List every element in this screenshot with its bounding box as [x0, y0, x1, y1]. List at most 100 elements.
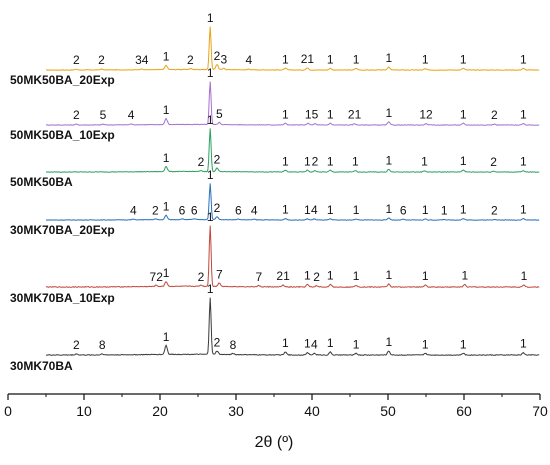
peak-label: 1 — [353, 269, 360, 283]
peak-label: 1 — [353, 337, 360, 351]
peak-label: 1 — [207, 210, 214, 224]
peak-label: 2 — [214, 153, 221, 167]
peak-label: 2 — [198, 155, 205, 169]
peak-label: 2 — [98, 53, 105, 67]
peak-label: 2 — [491, 203, 498, 217]
peak-label: 1 — [520, 337, 527, 351]
xrd-traces — [45, 26, 540, 356]
peak-label: 4 — [251, 203, 258, 217]
peak-label: 1 — [520, 108, 527, 122]
x-tick-label: 70 — [532, 403, 548, 419]
peak-label: 1 — [385, 268, 392, 282]
peak-label: 2 — [73, 108, 80, 122]
peak-label: 2 — [73, 338, 80, 352]
peak-label: 1 — [461, 269, 468, 283]
x-tick-label: 0 — [4, 403, 12, 419]
peak-label: 1 — [305, 107, 312, 121]
peak-label: 2 — [73, 53, 80, 67]
peak-label: 1 — [422, 269, 429, 283]
peak-label: 1 — [521, 269, 528, 283]
peak-label: 1 — [207, 11, 214, 25]
peak-label: 6 — [179, 203, 186, 217]
series-name: 30MK70BA_10Exp — [10, 291, 115, 305]
peak-label: 7 — [216, 267, 223, 281]
trace-30MK70BA — [45, 297, 540, 356]
peak-label: 1 — [327, 269, 334, 283]
peak-label: 1 — [304, 269, 311, 283]
peak-label: 2 — [491, 108, 498, 122]
peak-label: 1 — [421, 155, 428, 169]
peak-label: 1 — [460, 107, 467, 121]
peak-label: 1 — [282, 203, 289, 217]
series-name: 50MK50BA — [10, 175, 73, 189]
peak-label: 1 — [207, 282, 214, 296]
peak-label: 1 — [304, 337, 311, 351]
peak-label: 6 — [400, 203, 407, 217]
peak-label: 2 — [312, 155, 319, 169]
peak-label: 8 — [230, 338, 237, 352]
peak-label: 1 — [327, 107, 334, 121]
peak-label: 4 — [311, 203, 318, 217]
peak-label: 1 — [163, 266, 170, 280]
peak-label: 1 — [353, 52, 360, 66]
peak-label: 1 — [352, 155, 359, 169]
peak-label: 5 — [100, 108, 107, 122]
peak-label: 6 — [191, 203, 198, 217]
trace-50MK50BA_20Exp — [46, 26, 540, 71]
peak-label: 1 — [304, 154, 311, 168]
peak-label: 1 — [163, 151, 170, 165]
peak-label: 1 — [282, 154, 289, 168]
peak-label: 1 — [163, 103, 170, 117]
peak-label: 72 — [150, 270, 164, 284]
peak-label: 2 — [198, 270, 205, 284]
series-name: 30MK70BA_20Exp — [10, 223, 115, 237]
trace-30MK70BA_20Exp — [45, 183, 540, 221]
series-names: 50MK50BA_20Exp 50MK50BA_10Exp 50MK50BA 30MK… — [10, 73, 115, 373]
peak-label: 21 — [276, 269, 290, 283]
peak-label: 1 — [422, 337, 429, 351]
peak-label: 2 — [214, 49, 221, 63]
peak-label: 2 — [214, 201, 221, 215]
peak-label: 1 — [207, 113, 214, 127]
x-tick-label: 40 — [304, 403, 320, 419]
peak-label: 1 — [460, 154, 467, 168]
peak-label: 1 — [163, 330, 170, 344]
peak-label: 1 — [385, 153, 392, 167]
peak-label: 1 — [460, 52, 467, 66]
trace-30MK70BA_10Exp — [45, 225, 540, 288]
peak-label: 4 — [246, 53, 253, 67]
x-tick-label: 60 — [456, 403, 472, 419]
x-axis-label: 2θ (º) — [255, 434, 294, 451]
peak-label: 4 — [311, 337, 318, 351]
peak-label: 1 — [385, 335, 392, 349]
x-tick-label: 30 — [228, 403, 244, 419]
peak-label: 1 — [282, 336, 289, 350]
x-tick-label: 10 — [76, 403, 92, 419]
x-axis-ticks: 0 10 20 30 40 50 60 70 — [4, 394, 548, 419]
peak-label: 2 — [490, 155, 497, 169]
peak-label: 1 — [520, 155, 527, 169]
peak-label: 1 — [304, 203, 311, 217]
peak-label: 1 — [207, 66, 214, 80]
peak-label: 6 — [235, 203, 242, 217]
peak-label: 1 — [520, 52, 527, 66]
peak-label: 21 — [348, 108, 362, 122]
trace-50MK50BA_10Exp — [45, 81, 540, 126]
peak-label: 1 — [460, 203, 467, 217]
series-name: 50MK50BA_20Exp — [10, 73, 115, 87]
peak-label: 2 — [187, 53, 194, 67]
peak-label: 2 — [214, 336, 221, 350]
peak-label: 1 — [385, 51, 392, 65]
peak-label: 1 — [441, 203, 448, 217]
peak-label: 1 — [163, 50, 170, 64]
peak-label: 1 — [353, 203, 360, 217]
peak-label: 8 — [99, 338, 106, 352]
peak-label: 7 — [255, 270, 262, 284]
series-name: 30MK70BA — [10, 359, 73, 373]
x-tick-label: 20 — [152, 403, 168, 419]
peak-label: 21 — [301, 52, 315, 66]
peak-label: 12 — [419, 108, 433, 122]
peak-label: 2 — [313, 270, 320, 284]
peak-label: 2 — [152, 203, 159, 217]
x-tick-label: 50 — [380, 403, 396, 419]
